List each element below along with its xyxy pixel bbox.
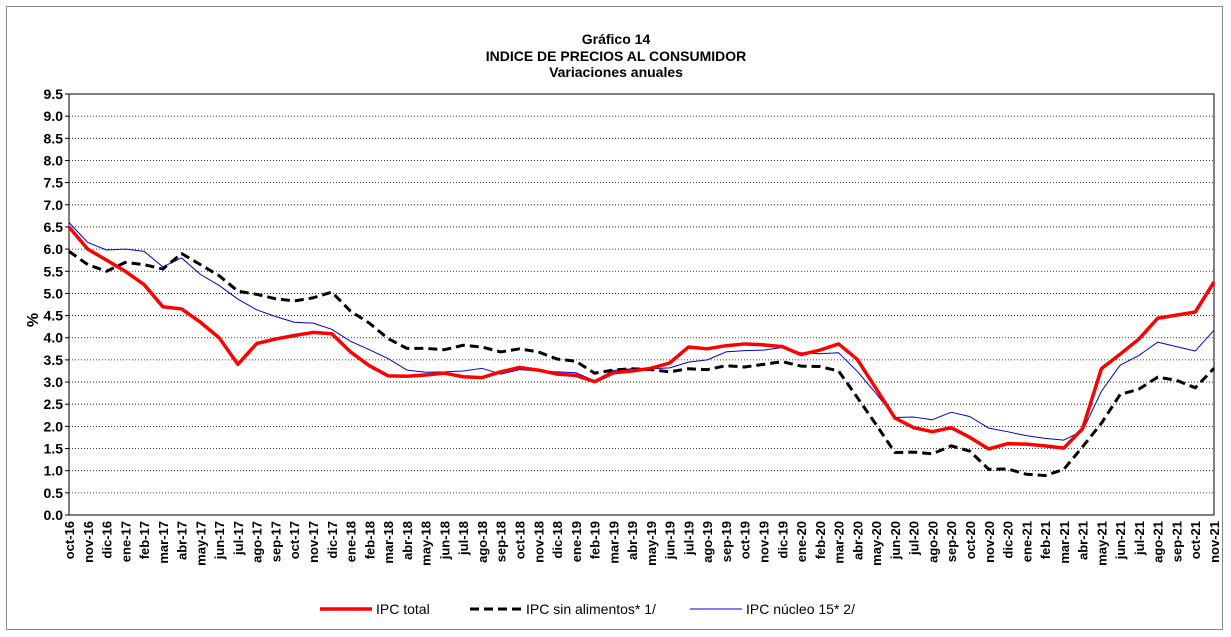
y-tick-label: 7.0 [44, 197, 64, 213]
x-tick-label: nov-16 [81, 521, 96, 563]
x-tick-label: may-21 [1094, 521, 1109, 566]
y-tick-label: 4.5 [44, 308, 64, 324]
x-tick-label: jun-20 [888, 521, 903, 560]
series-line [68, 250, 1216, 478]
y-tick-label: 3.0 [44, 374, 64, 390]
y-tick-label: 5.0 [44, 285, 64, 301]
x-tick-label: jul-17 [231, 521, 246, 556]
x-tick-label: oct-20 [963, 521, 978, 559]
x-tick-label: ago-19 [700, 521, 715, 563]
x-tick-label: jul-18 [456, 521, 471, 556]
chart-border [6, 6, 1223, 630]
x-tick-label: sep-19 [719, 521, 734, 562]
y-tick-label: 2.0 [44, 418, 64, 434]
x-tick-label: mar-18 [381, 521, 396, 564]
y-tick-label: 8.0 [44, 152, 64, 168]
x-tick-label: oct-17 [287, 521, 302, 559]
y-axis-label: % [25, 313, 42, 327]
chart-subtitle: Variaciones anuales [549, 64, 683, 80]
x-tick-label: sep-18 [494, 521, 509, 562]
y-tick-label: 9.0 [44, 108, 64, 124]
y-tick-label: 1.5 [44, 441, 64, 457]
y-tick-label: 6.0 [44, 241, 64, 257]
x-tick-label: dic-19 [775, 521, 790, 559]
y-tick-label: 4.0 [44, 330, 64, 346]
x-tick-label: feb-20 [813, 521, 828, 559]
x-tick-label: abr-21 [1076, 521, 1091, 560]
x-tick-label: ene-17 [118, 521, 133, 562]
legend-label: IPC núcleo 15* 2/ [746, 601, 855, 617]
x-tick-label: jun-21 [1113, 521, 1128, 560]
x-tick-label: dic-17 [325, 521, 340, 559]
x-tick-label: dic-20 [1001, 521, 1016, 559]
x-tick-label: feb-18 [362, 521, 377, 559]
x-tick-label: abr-20 [850, 521, 865, 560]
chart-subtitle: INDICE DE PRECIOS AL CONSUMIDOR [486, 48, 747, 64]
y-tick-label: 8.5 [44, 130, 64, 146]
x-tick-label: oct-18 [512, 521, 527, 559]
y-tick-label: 5.5 [44, 263, 64, 279]
x-tick-label: jun-19 [663, 521, 678, 560]
legend-label: IPC total [376, 601, 430, 617]
y-tick-label: 0.0 [44, 507, 64, 523]
x-tick-label: ene-21 [1019, 521, 1034, 562]
x-tick-label: sep-17 [268, 521, 283, 562]
x-tick-label: sep-21 [1169, 521, 1184, 562]
y-tick-label: 9.5 [44, 86, 64, 102]
x-tick-label: abr-18 [400, 521, 415, 560]
y-tick-label: 3.5 [44, 352, 64, 368]
x-tick-label: nov-20 [982, 521, 997, 563]
x-tick-label: feb-17 [137, 521, 152, 559]
x-tick-label: ene-19 [569, 521, 584, 562]
x-tick-label: jul-19 [681, 521, 696, 556]
x-tick-label: nov-21 [1207, 521, 1222, 563]
x-tick-label: mar-20 [832, 521, 847, 564]
x-tick-label: dic-16 [100, 521, 115, 559]
x-tick-label: oct-19 [738, 521, 753, 559]
x-tick-label: jul-21 [1132, 521, 1147, 556]
y-tick-label: 0.5 [44, 485, 64, 501]
x-tick-label: nov-18 [531, 521, 546, 563]
x-tick-label: mar-19 [606, 521, 621, 564]
x-tick-label: abr-19 [625, 521, 640, 560]
x-tick-label: nov-19 [757, 521, 772, 563]
x-tick-label: ago-18 [475, 521, 490, 563]
x-tick-label: abr-17 [175, 521, 190, 560]
x-tick-label: oct-16 [62, 521, 77, 559]
x-tick-label: jul-20 [907, 521, 922, 556]
y-tick-label: 2.5 [44, 396, 64, 412]
x-tick-label: oct-21 [1188, 521, 1203, 559]
y-tick-label: 6.5 [44, 219, 64, 235]
legend-label: IPC sin alimentos* 1/ [526, 601, 656, 617]
x-tick-label: nov-17 [306, 521, 321, 563]
series-line [67, 225, 1216, 451]
x-tick-label: feb-19 [588, 521, 603, 559]
x-tick-label: ago-21 [1151, 521, 1166, 563]
chart-title: Gráfico 14 [582, 31, 651, 47]
x-tick-label: may-19 [644, 521, 659, 566]
x-tick-label: mar-21 [1057, 521, 1072, 564]
x-tick-label: ago-20 [925, 521, 940, 563]
y-tick-label: 1.0 [44, 463, 64, 479]
x-tick-label: sep-20 [944, 521, 959, 562]
plot-area [68, 93, 1215, 516]
x-tick-label: jun-17 [212, 521, 227, 560]
x-tick-label: mar-17 [156, 521, 171, 564]
x-tick-label: feb-21 [1038, 521, 1053, 559]
y-tick-label: 7.5 [44, 175, 64, 191]
x-tick-label: may-20 [869, 521, 884, 566]
x-tick-label: ene-18 [344, 521, 359, 562]
x-tick-label: may-18 [419, 521, 434, 566]
x-tick-label: dic-18 [550, 521, 565, 559]
x-tick-label: ago-17 [250, 521, 265, 563]
x-tick-label: ene-20 [794, 521, 809, 562]
x-tick-label: may-17 [193, 521, 208, 566]
x-tick-label: jun-18 [437, 521, 452, 560]
